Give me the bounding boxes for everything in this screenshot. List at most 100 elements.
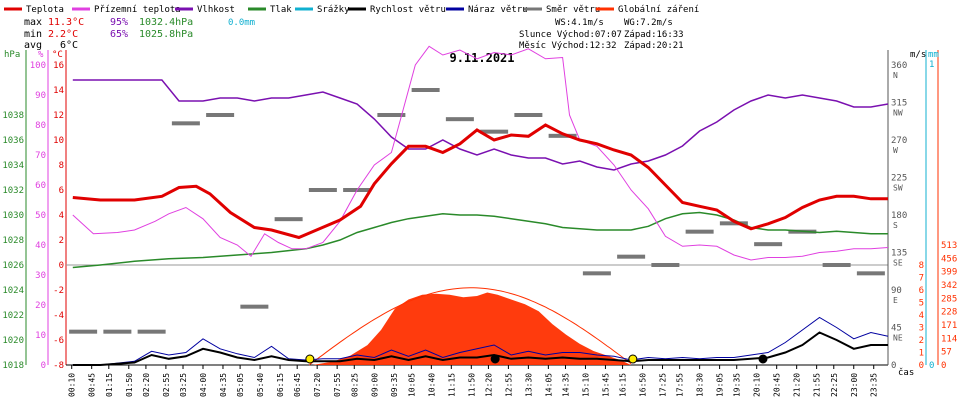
wind-direction-marker	[137, 329, 166, 334]
time-tick-label: 12:20	[484, 373, 493, 397]
wind-direction-marker	[856, 271, 885, 276]
pct-tick-label: 100	[30, 61, 46, 71]
hpa-tick-label: 1028	[2, 236, 24, 246]
time-tick-label: 23:00	[850, 373, 859, 397]
degc-unit-label: °C	[52, 50, 63, 60]
wind-speed-text: WS:4.1m/s	[555, 18, 604, 28]
hpa-tick-label: 1018	[2, 361, 24, 371]
stats-max-rain: 0.0mm	[228, 18, 255, 28]
stats-avg-label: avg	[24, 40, 42, 51]
wm2-tick-label: 171	[941, 321, 957, 331]
temperature-line	[72, 123, 888, 240]
time-tick-label: 16:15	[619, 373, 628, 397]
degc-tick-label: 0	[59, 261, 64, 271]
ground-temperature-line	[72, 45, 889, 261]
sun-moon-marker	[305, 354, 315, 364]
time-tick-label: 00:10	[68, 373, 77, 397]
dir-compass-label: NE	[893, 334, 903, 343]
time-tick-label: 15:10	[581, 373, 590, 397]
stats-max-hum: 95%	[110, 17, 128, 28]
stats-max-press: 1032.4hPa	[139, 17, 193, 28]
time-tick-label: 21:20	[793, 373, 802, 397]
time-tick-label: 14:35	[561, 373, 570, 397]
dir-tick-label: 360	[891, 61, 907, 71]
stats-min-press: 1025.8hPa	[139, 29, 193, 40]
time-tick-label: 13:30	[524, 373, 533, 397]
wind-direction-marker	[685, 229, 714, 234]
ms-tick-label: 1	[919, 349, 924, 359]
degc-tick-label: 12	[53, 111, 64, 121]
wind-direction-marker	[617, 254, 646, 259]
dir-tick-label: 180	[891, 211, 907, 221]
time-tick-label: 15:45	[601, 373, 610, 397]
dir-tick-label: 135	[891, 249, 907, 259]
sunrise-text: Slunce Východ:07:07	[519, 30, 622, 40]
time-tick-label: 05:40	[256, 373, 265, 397]
wind-direction-marker	[822, 263, 851, 267]
wind-direction-marker	[377, 113, 406, 117]
degc-tick-label: 2	[59, 236, 64, 246]
dir-compass-label: S	[893, 221, 898, 230]
wind-direction-marker	[103, 329, 132, 334]
hpa-unit-label: hPa	[4, 50, 20, 60]
chart-date-title: 9.11.2021	[449, 51, 514, 65]
degc-tick-label: -2	[53, 286, 64, 296]
ms-tick-label: 7	[919, 274, 924, 284]
time-tick-label: 11:50	[467, 373, 476, 397]
time-tick-label: 11:15	[447, 373, 456, 397]
hpa-tick-label: 1024	[2, 286, 24, 296]
degc-tick-label: 10	[53, 136, 64, 146]
wind-direction-marker	[548, 133, 577, 138]
hpa-tick-label: 1022	[2, 311, 24, 321]
time-tick-label: 07:20	[313, 373, 322, 397]
dir-tick-label: 270	[891, 136, 907, 146]
dir-tick-label: 225	[891, 174, 907, 184]
wind-gust-text: WG:7.2m/s	[624, 18, 673, 28]
pct-tick-label: 10	[35, 331, 46, 341]
wind-direction-marker	[206, 113, 235, 117]
time-tick-label: 06:15	[276, 373, 285, 397]
dir-tick-label: 90	[891, 286, 902, 296]
dir-compass-label: SE	[893, 259, 903, 268]
legend-label: Náraz větru	[468, 5, 528, 15]
time-tick-label: 00:45	[88, 373, 97, 397]
hpa-tick-label: 1030	[2, 211, 24, 221]
time-tick-label: 21:55	[813, 373, 822, 397]
legend-label: Přízemní teplota	[94, 5, 181, 15]
pct-tick-label: 90	[35, 91, 46, 101]
stats-panel: max 11.3°C 95% 1032.4hPa 0.0mm min 2.2°C…	[24, 17, 255, 51]
pct-unit-label: %	[38, 50, 44, 60]
dir-tick-label: 45	[891, 324, 902, 334]
time-tick-label: 14:05	[544, 373, 553, 397]
pct-tick-label: 70	[35, 151, 46, 161]
time-tick-label: 01:50	[125, 373, 134, 397]
pct-tick-label: 0	[41, 361, 46, 371]
wm2-tick-label: 228	[941, 308, 957, 318]
sun-moon-marker	[490, 354, 500, 364]
time-tick-label: 22:25	[830, 373, 839, 397]
time-tick-label: 01:15	[105, 373, 114, 397]
ms-tick-label: 0	[919, 361, 924, 371]
plot-area	[69, 45, 889, 366]
degc-tick-label: 8	[59, 161, 64, 171]
time-tick-label: 18:30	[696, 373, 705, 397]
wm2-tick-label: 285	[941, 294, 957, 304]
pct-tick-label: 50	[35, 211, 46, 221]
hpa-tick-label: 1034	[2, 161, 24, 171]
time-tick-label: 04:35	[219, 373, 228, 397]
pct-tick-label: 30	[35, 271, 46, 281]
wind-direction-marker	[308, 188, 337, 192]
time-tick-label: 09:35	[390, 373, 399, 397]
degc-tick-label: 6	[59, 186, 64, 196]
stats-min-temp: 2.2°C	[48, 29, 78, 40]
ms-tick-label: 6	[919, 286, 924, 296]
time-tick-label: 12:55	[504, 373, 513, 397]
time-tick-label: 09:00	[370, 373, 379, 397]
degc-tick-label: -6	[53, 336, 64, 346]
degc-tick-label: -8	[53, 361, 64, 371]
time-tick-label: 05:05	[236, 373, 245, 397]
sun-moon-marker	[628, 354, 638, 364]
wind-direction-marker	[480, 129, 509, 134]
ms-tick-label: 5	[919, 299, 924, 309]
